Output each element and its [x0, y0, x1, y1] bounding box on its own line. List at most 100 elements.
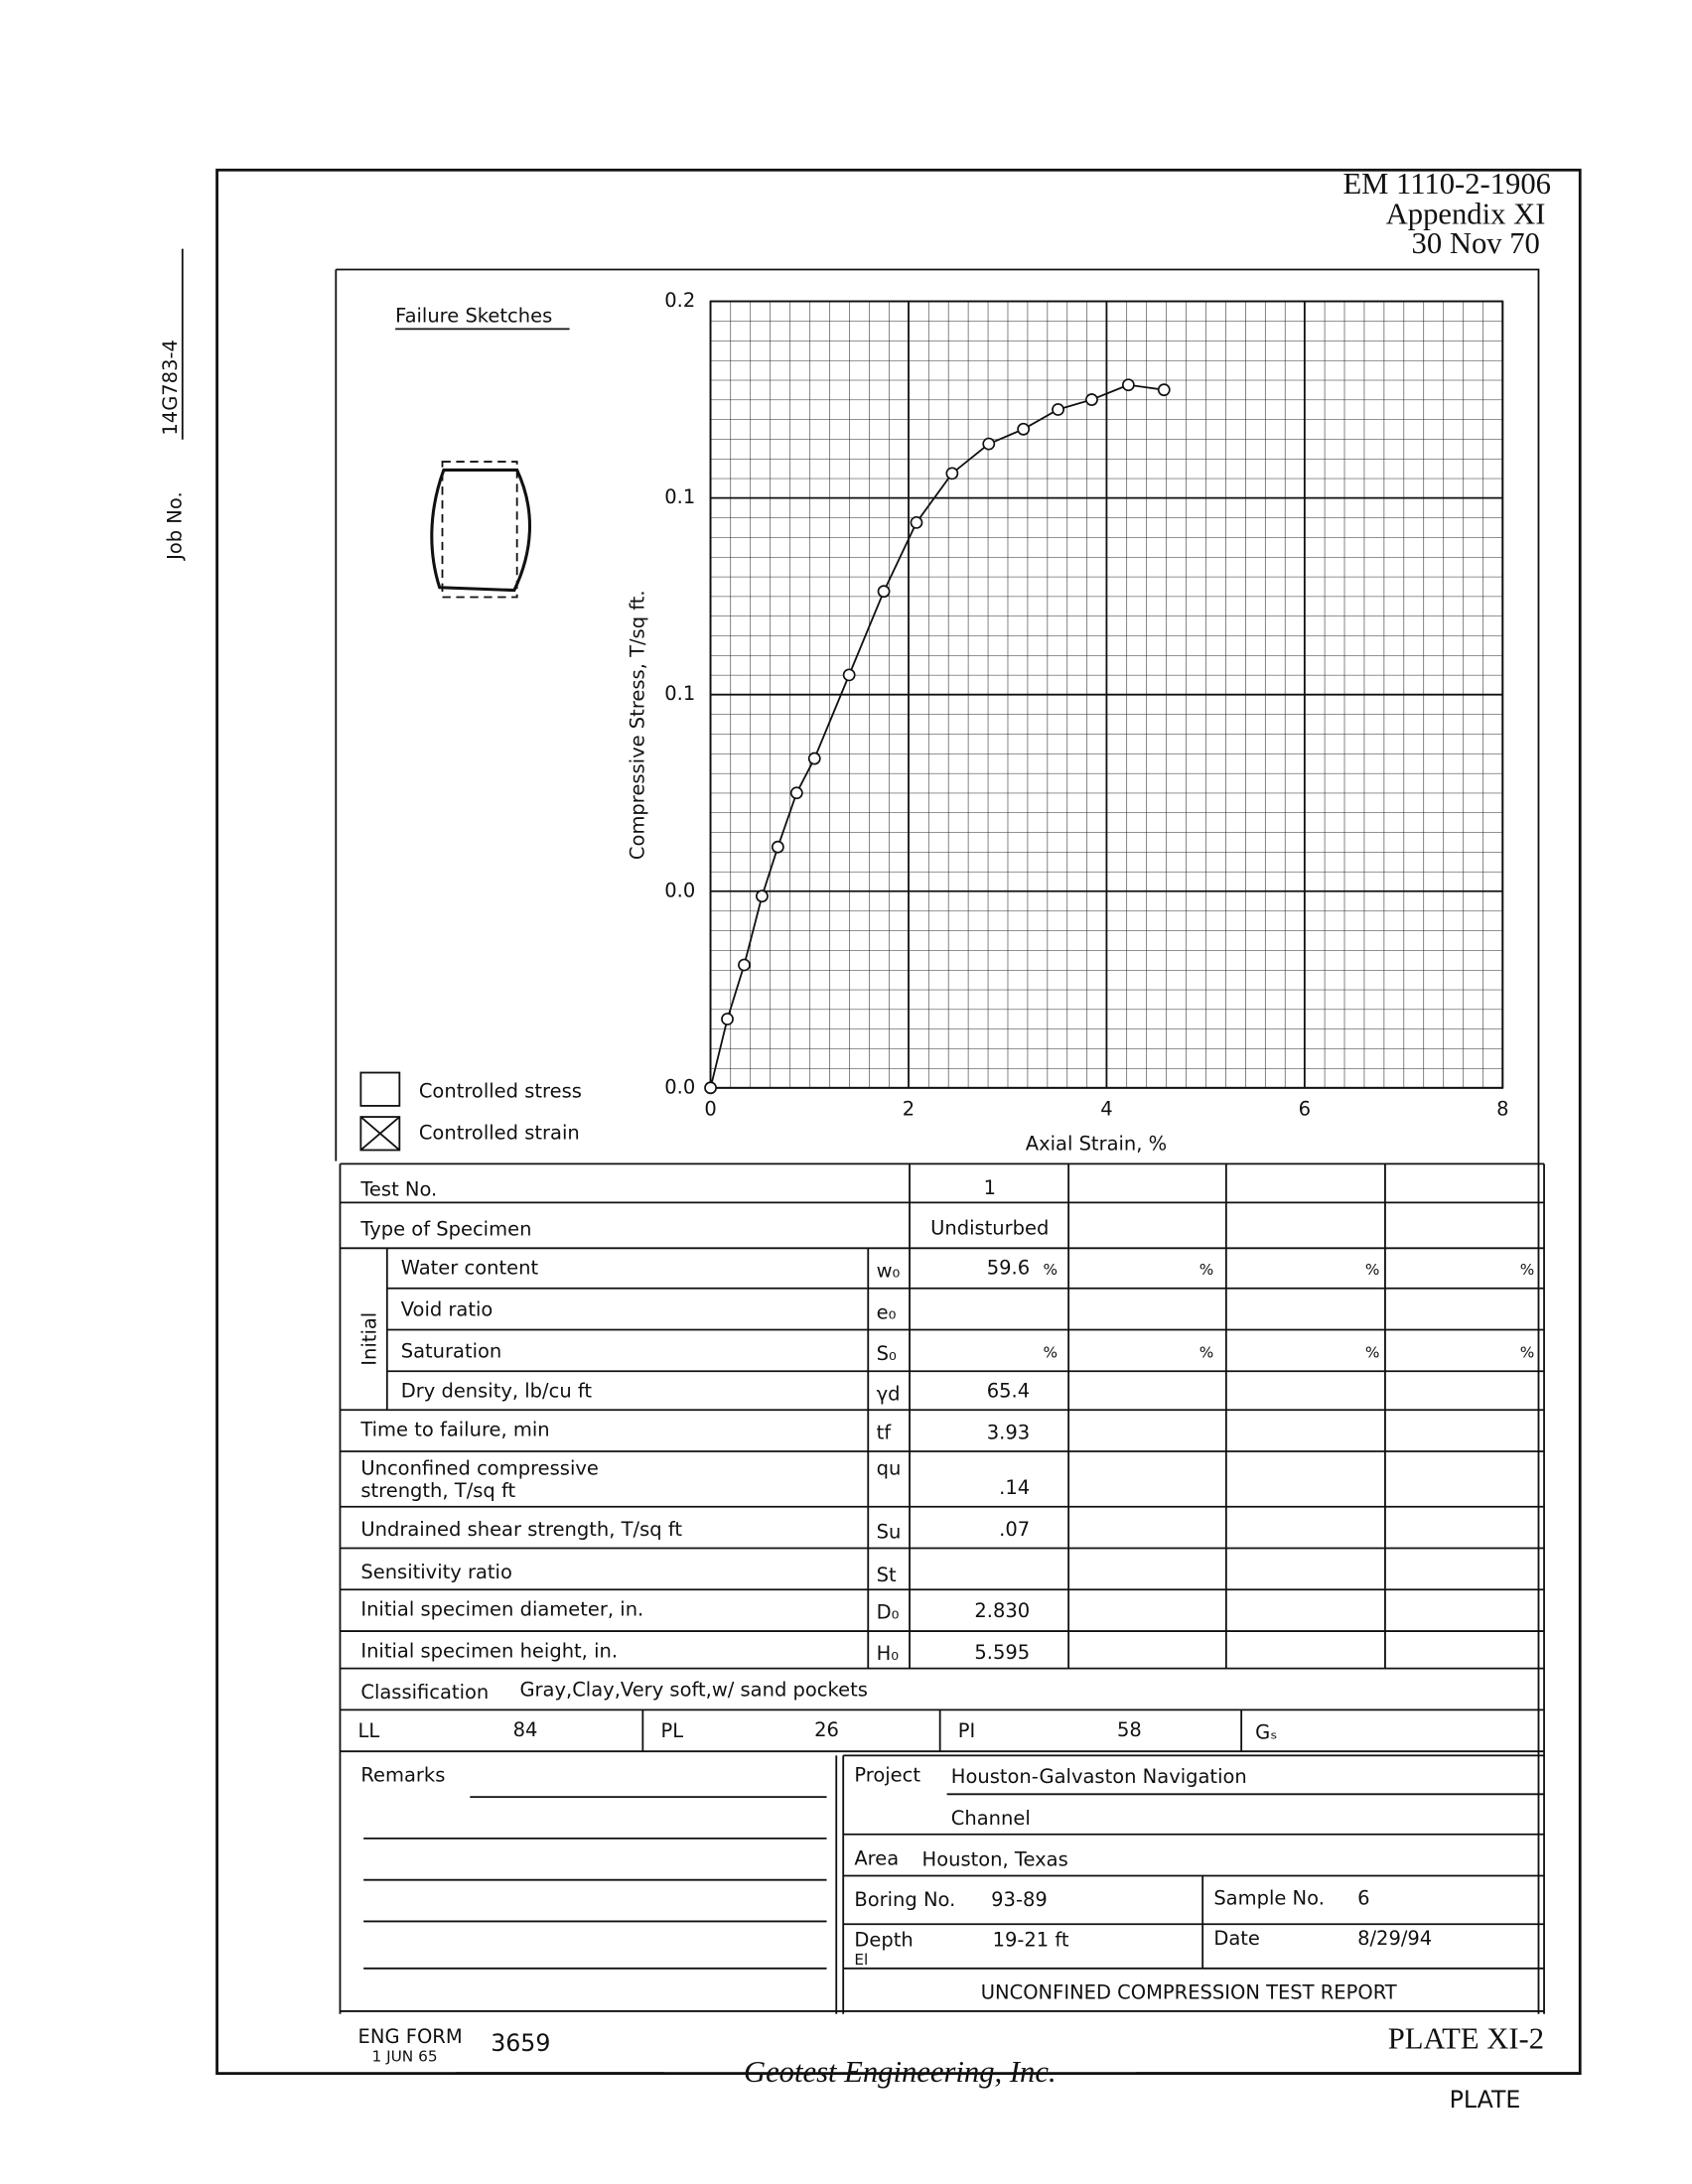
cell-value: Gray,Clay,Very soft,w/ sand pockets: [519, 1678, 867, 1701]
initial-label: Initial: [358, 1312, 381, 1366]
cell-value: 8/29/94: [1357, 1927, 1432, 1950]
cell-label: El: [854, 1951, 868, 1969]
percent-unit: %: [1520, 1261, 1535, 1279]
row-label: Water content: [401, 1257, 539, 1280]
cell-value: Undisturbed: [930, 1216, 1049, 1239]
row-value: .14: [999, 1476, 1030, 1499]
cell-label: Gₛ: [1255, 1721, 1277, 1744]
percent-unit: %: [1365, 1344, 1380, 1362]
row-symbol: qu: [877, 1457, 902, 1480]
cell-label: PL: [660, 1719, 683, 1742]
cell-label: Sample No.: [1213, 1887, 1325, 1910]
row-label: Time to failure, min: [359, 1419, 549, 1441]
cell-value: 6: [1357, 1887, 1369, 1910]
cell-value: Houston, Texas: [922, 1848, 1068, 1871]
cell-label: LL: [358, 1719, 380, 1742]
cell-label: Test No.: [359, 1177, 437, 1200]
x-tick-label: 8: [1496, 1098, 1508, 1121]
row-symbol: H₀: [877, 1642, 900, 1665]
cell-value: 93-89: [991, 1888, 1048, 1911]
y-tick-label: 0.0: [664, 1075, 695, 1098]
data-point: [771, 840, 784, 854]
header-date: 30 Nov 70: [1412, 226, 1540, 260]
row-symbol: γd: [877, 1382, 901, 1405]
row-value: 2.830: [974, 1599, 1030, 1622]
row-symbol: S₀: [877, 1342, 897, 1365]
row-label: Void ratio: [401, 1297, 494, 1320]
cell-label: PI: [958, 1719, 975, 1742]
x-tick-label: 4: [1100, 1098, 1112, 1121]
percent-unit: %: [1043, 1261, 1058, 1279]
data-point: [842, 668, 856, 682]
row-value: 5.595: [974, 1641, 1030, 1664]
form-rules: [340, 1754, 1545, 2014]
legend-label: Controlled stress: [419, 1079, 582, 1102]
percent-unit: %: [1520, 1344, 1535, 1362]
row-value: 59.6: [987, 1257, 1030, 1280]
data-point: [1017, 422, 1031, 436]
row-label: Sensitivity ratio: [360, 1561, 512, 1583]
y-tick-label: 0.1: [664, 485, 695, 508]
appendix: Appendix XI: [1386, 198, 1546, 231]
cell-value: 58: [1117, 1718, 1142, 1741]
cell-label: Date: [1213, 1927, 1260, 1950]
row-symbol: D₀: [877, 1600, 900, 1623]
inner-frame: [335, 268, 1540, 2014]
data-point: [721, 1013, 734, 1025]
percent-unit: %: [1199, 1261, 1214, 1279]
sketch-failed: [430, 468, 531, 593]
x-tick-label: 0: [704, 1098, 716, 1121]
legend-cross: [359, 1116, 400, 1152]
table-rows: Water content w₀ 59.6%%% % Void ratio e₀ Satur…: [359, 1257, 1534, 1665]
job-label: Job No.: [163, 491, 186, 562]
data-point: [982, 437, 996, 451]
percent-unit: %: [1043, 1344, 1058, 1362]
data-point: [1085, 393, 1098, 406]
x-axis-label: Axial Strain, %: [1026, 1132, 1167, 1155]
row-label: Initial specimen height, in.: [360, 1639, 618, 1662]
cell-label: Boring No.: [854, 1888, 955, 1911]
percent-unit: %: [1365, 1261, 1380, 1279]
chart: 0.0 0.0 0.1 0.1 0.2 0 2 4 6 8: [664, 289, 1508, 1121]
cell-label: Area: [854, 1846, 899, 1869]
company: Geotest Engineering, Inc.: [744, 2055, 1057, 2089]
row-label: Dry density, lb/cu ft: [401, 1380, 593, 1403]
data-point: [704, 1081, 717, 1095]
cell-value: Channel: [951, 1807, 1031, 1830]
plate-number: PLATE XI-2: [1388, 2022, 1544, 2056]
row-value: .07: [999, 1518, 1030, 1541]
legend-label: Controlled strain: [419, 1121, 580, 1144]
cell-label: Type of Specimen: [359, 1218, 531, 1241]
row-label: Saturation: [401, 1339, 502, 1362]
y-tick-label: 0.1: [664, 682, 695, 705]
data-point: [910, 515, 923, 529]
data-point: [1121, 378, 1135, 392]
y-axis-label: Compressive Stress, T/sq ft.: [627, 590, 649, 860]
footer-form: ENG FORM: [358, 2025, 463, 2048]
cell-value: 19-21 ft: [993, 1928, 1069, 1951]
sketch-original: [441, 461, 518, 599]
remarks-label: Remarks: [360, 1764, 445, 1787]
x-tick-label: 6: [1299, 1098, 1311, 1121]
row-symbol: St: [877, 1564, 897, 1586]
plate-label: PLATE: [1450, 2086, 1521, 2114]
row-value: 65.4: [987, 1380, 1030, 1403]
data-point: [789, 786, 803, 800]
sketch-title: Failure Sketches: [395, 304, 552, 327]
legend-box: [359, 1116, 401, 1152]
data-point: [1052, 403, 1064, 416]
row-symbol: w₀: [877, 1260, 901, 1283]
x-tick-label: 2: [903, 1098, 915, 1121]
table-rules: [339, 1162, 1545, 2014]
legend-box: [359, 1071, 401, 1107]
row-label: Undrained shear strength, T/sq ft: [360, 1518, 682, 1541]
row-label: strength, T/sq ft: [360, 1479, 515, 1502]
data-point: [1157, 383, 1171, 397]
row-symbol: tf: [877, 1421, 893, 1443]
cell-label: Depth: [854, 1928, 913, 1951]
row-symbol: e₀: [877, 1300, 897, 1323]
data-point: [756, 889, 769, 903]
data-point: [877, 585, 891, 599]
data-point: [738, 958, 751, 972]
